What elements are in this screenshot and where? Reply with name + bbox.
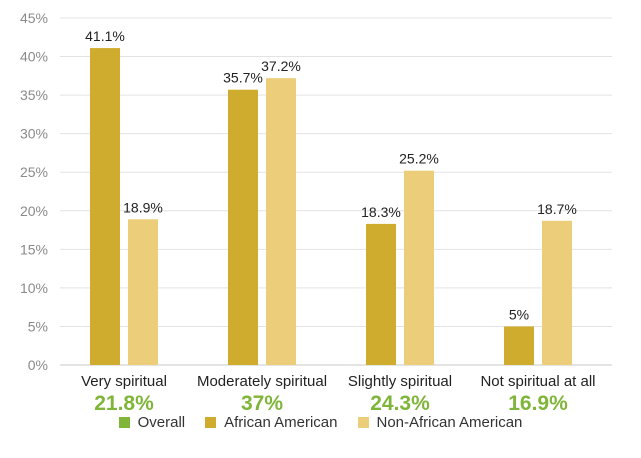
bar bbox=[266, 78, 296, 365]
y-tick-label: 40% bbox=[20, 49, 48, 65]
legend: Overall African American Non-African Ame… bbox=[0, 414, 641, 431]
data-label: 35.7% bbox=[223, 70, 263, 86]
y-tick-label: 25% bbox=[20, 164, 48, 180]
bar-chart: 0% 5% 10% 15% 20% 25% 30% 35% 40% 45% 41.1% 18.9% Ve… bbox=[20, 10, 612, 410]
overall-value-label: 21.8% bbox=[94, 392, 154, 410]
y-tick-label: 20% bbox=[20, 203, 48, 219]
legend-label-overall: Overall bbox=[137, 414, 186, 431]
category-label: Very spiritual bbox=[81, 373, 167, 390]
legend-label-non-african-american: Non-African American bbox=[376, 414, 523, 431]
legend-swatch-african-american bbox=[205, 417, 217, 428]
legend-item-african-american: African American bbox=[205, 414, 338, 431]
bar bbox=[228, 89, 258, 366]
legend-swatch-overall bbox=[118, 417, 130, 428]
overall-value-label: 16.9% bbox=[508, 392, 568, 410]
y-tick-label: 35% bbox=[20, 87, 48, 103]
y-tick-label: 10% bbox=[20, 280, 48, 296]
y-tick-label: 45% bbox=[20, 10, 48, 26]
bar bbox=[366, 223, 396, 365]
data-label: 18.7% bbox=[537, 201, 577, 217]
y-tick-label: 5% bbox=[28, 318, 48, 334]
data-label: 18.9% bbox=[123, 199, 163, 215]
category-label: Slightly spiritual bbox=[348, 373, 452, 390]
data-label: 37.2% bbox=[261, 58, 301, 74]
y-tick-label: 15% bbox=[20, 241, 48, 257]
legend-item-non-african-american: Non-African American bbox=[357, 414, 523, 431]
legend-swatch-non-african-american bbox=[357, 417, 369, 428]
y-tick-label: 30% bbox=[20, 126, 48, 142]
category-label: Not spiritual at all bbox=[480, 373, 595, 390]
bar bbox=[542, 220, 572, 365]
data-label: 41.1% bbox=[85, 28, 125, 44]
bar bbox=[90, 48, 120, 365]
category-label: Moderately spiritual bbox=[197, 373, 327, 390]
legend-item-overall: Overall bbox=[118, 414, 186, 431]
bar bbox=[404, 170, 434, 365]
bar bbox=[128, 219, 158, 365]
y-tick-label: 0% bbox=[28, 357, 48, 373]
data-label: 18.3% bbox=[361, 204, 401, 220]
data-label: 25.2% bbox=[399, 151, 439, 167]
overall-value-label: 37% bbox=[241, 392, 283, 410]
overall-value-label: 24.3% bbox=[370, 392, 430, 410]
data-label: 5% bbox=[509, 306, 529, 322]
bar bbox=[504, 326, 534, 365]
legend-label-african-american: African American bbox=[224, 414, 338, 431]
